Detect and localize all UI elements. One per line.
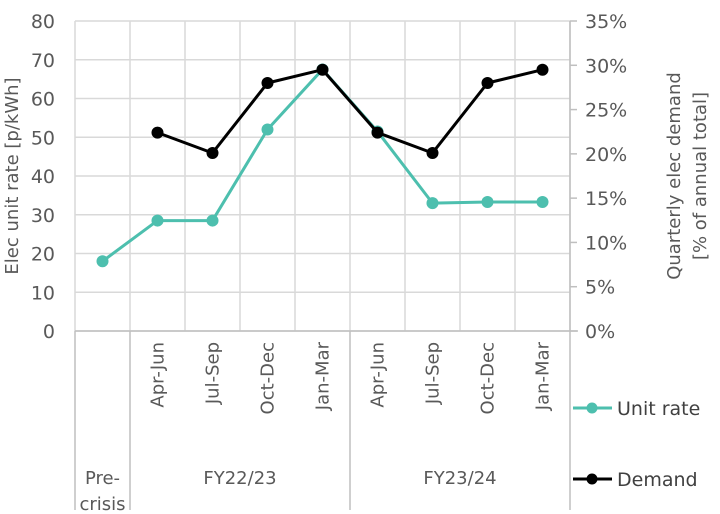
left-axis-tick-label: 10 <box>31 282 55 304</box>
category-label: Apr-Jun <box>148 342 169 408</box>
right-axis-tick-label: 5% <box>585 277 615 299</box>
right-axis-tick-label: 10% <box>585 232 627 254</box>
data-point-marker <box>481 195 494 208</box>
data-point-marker <box>261 77 274 89</box>
left-axis-tick-label: 60 <box>31 89 55 111</box>
data-point-marker <box>151 126 164 139</box>
left-axis-title: Elec unit rate [p/kWh] <box>2 77 23 274</box>
data-point-marker <box>96 255 109 268</box>
series-line <box>156 68 543 155</box>
right-axis-tick-label: 15% <box>585 188 627 210</box>
right-axis-tick-label: 30% <box>585 55 627 77</box>
legend-item-demand: Demand <box>573 469 698 491</box>
data-point-marker <box>261 123 274 136</box>
category-label: Oct-Dec <box>258 342 279 414</box>
data-point-marker <box>371 126 384 139</box>
category-label: Jul-Sep <box>423 342 444 405</box>
category-group-label: FY23/24 <box>423 468 496 489</box>
legend-label: Unit rate <box>617 398 700 420</box>
left-axis-tick-label: 50 <box>31 127 55 149</box>
data-point-marker <box>151 214 164 227</box>
category-label: Jan-Mar <box>533 341 554 411</box>
category-label: Jul-Sep <box>203 342 224 405</box>
legend-marker-icon <box>586 473 598 485</box>
data-point-marker <box>206 214 219 227</box>
category-label: Jan-Mar <box>313 341 334 411</box>
category-group-dividers <box>74 331 571 510</box>
legend: Unit rate Demand <box>573 398 700 491</box>
right-axis-title-line: Quarterly elec demand <box>664 72 685 280</box>
category-group-label: FY22/23 <box>203 468 276 489</box>
right-axis-tick-label: 25% <box>585 100 627 122</box>
category-label: Apr-Jun <box>368 342 389 408</box>
right-axis-ticks: 0% 5% 10% 15% 20% 25% 30% 35% <box>570 11 627 343</box>
right-axis-tick-label: 20% <box>585 144 627 166</box>
left-axis-tick-label: 70 <box>31 50 55 72</box>
series-lines <box>96 63 549 268</box>
legend-marker-icon <box>586 402 598 414</box>
data-point-marker <box>206 146 219 159</box>
left-axis-tick-label: 40 <box>31 166 55 188</box>
category-group-labels: Pre-crisis FY22/23 FY23/24 <box>79 468 496 514</box>
legend-item-unit-rate: Unit rate <box>573 398 700 420</box>
series-demand <box>151 63 549 159</box>
left-axis-ticks: 0 10 20 30 40 50 60 70 80 <box>31 11 55 343</box>
right-axis-title-line: [% of annual total] <box>690 92 711 260</box>
category-group-label: crisis <box>79 494 125 514</box>
category-group-label: Pre- <box>85 468 120 489</box>
category-label: Oct-Dec <box>478 342 499 414</box>
right-axis-title: Quarterly elec demand [% of annual total] <box>664 72 711 280</box>
left-axis-tick-label: 0 <box>43 321 55 343</box>
left-axis-tick-label: 20 <box>31 244 55 266</box>
category-labels: Apr-Jun Jul-Sep Oct-Dec Jan-Mar Apr-Jun Jul-S… <box>148 341 554 414</box>
right-axis-tick-label: 0% <box>585 321 615 343</box>
data-point-marker <box>481 77 494 89</box>
data-point-marker <box>426 197 439 210</box>
left-axis-tick-label: 30 <box>31 205 55 227</box>
left-axis-tick-label: 80 <box>31 11 55 33</box>
data-point-marker <box>536 195 549 208</box>
legend-label: Demand <box>617 469 698 491</box>
right-axis-tick-label: 35% <box>585 11 627 33</box>
data-point-marker <box>536 63 549 76</box>
data-point-marker <box>426 146 439 159</box>
data-point-marker <box>316 63 329 76</box>
